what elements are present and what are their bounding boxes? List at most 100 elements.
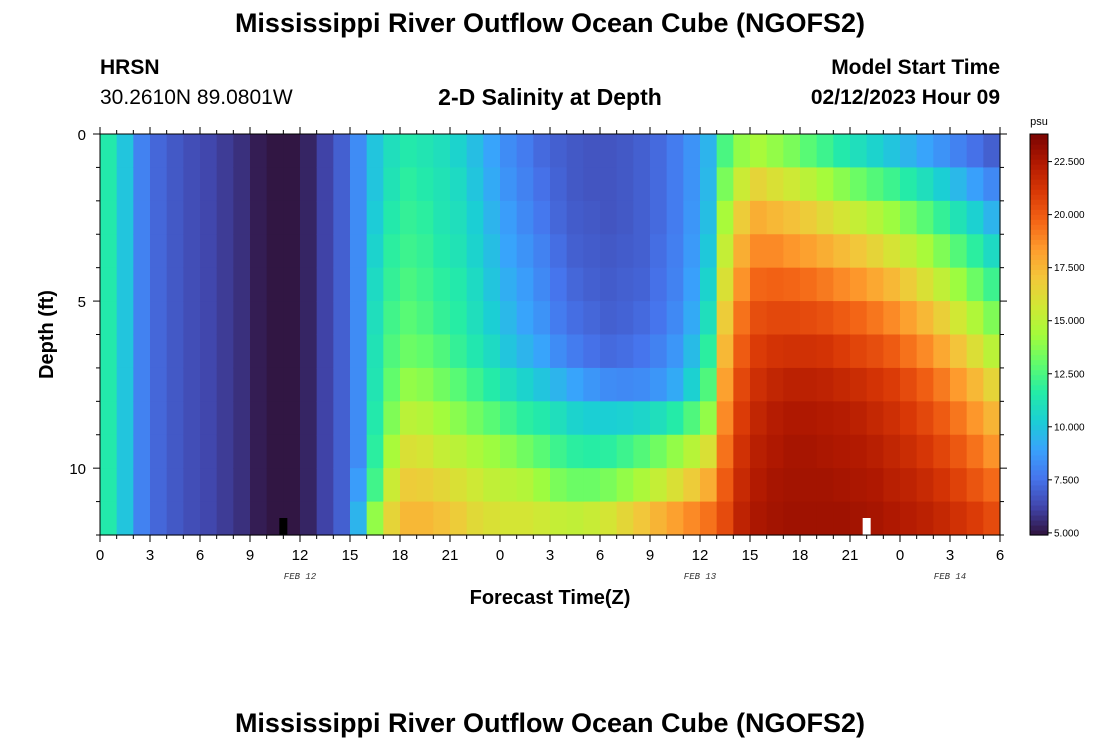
heatmap-cell [450,234,468,269]
heatmap-cell [233,434,251,469]
heatmap-cell [550,167,568,202]
heatmap-cell [600,200,618,235]
heatmap-cell [166,468,184,503]
heatmap-cell [466,501,484,536]
heatmap-cell [750,468,768,503]
colorbar-segment [1030,439,1048,446]
heatmap-cell [383,334,401,369]
heatmap-cell [566,301,584,336]
colorbar-segment [1030,254,1048,260]
heatmap-cell [700,134,718,169]
heatmap-cell [200,367,218,402]
x-tick-label: 0 [496,547,504,564]
heatmap-cell [116,501,134,536]
heatmap-cell [233,468,251,503]
heatmap-cell [633,234,651,269]
heatmap-cell [866,334,884,369]
heatmap-cell [483,234,501,269]
x-tick-label: 12 [292,547,309,564]
heatmap-cell [400,501,418,536]
heatmap-cell [650,334,668,369]
heatmap-cell [233,367,251,402]
heatmap-cell [650,267,668,302]
heatmap-cell [516,501,534,536]
heatmap-cell [600,267,618,302]
heatmap-cell [750,134,768,169]
heatmap-cell [233,200,251,235]
heatmap-cell [366,134,384,169]
heatmap-cell [416,501,434,536]
heatmap-cell [300,434,318,469]
heatmap-cell [466,301,484,336]
colorbar-segment [1030,489,1048,496]
heatmap-cell [700,501,718,536]
colorbar-segment [1030,379,1048,386]
heatmap-cell [916,434,934,469]
heatmap-cell [133,501,151,536]
colorbar-segment [1030,389,1048,396]
heatmap-cell [416,401,434,436]
heatmap-cell [616,167,634,202]
heatmap-cell [616,434,634,469]
heatmap-cell [950,501,968,536]
heatmap-cell [400,134,418,169]
heatmap-cell [300,234,318,269]
colorbar-segment [1030,199,1048,205]
heatmap-cell [183,401,201,436]
heatmap-cell [466,134,484,169]
heatmap-cell [400,267,418,302]
heatmap-cell [666,367,684,402]
colorbar-segment [1030,399,1048,406]
heatmap-cell [833,468,851,503]
heatmap-cell [283,401,301,436]
heatmap-cell [666,301,684,336]
heatmap-cell [533,334,551,369]
heatmap-cell [550,401,568,436]
colorbar-segment [1030,269,1048,275]
heatmap-cell [483,501,501,536]
colorbar-segment [1030,259,1048,265]
heatmap-cell [583,167,601,202]
heatmap-cell [716,501,734,536]
heatmap-cell [833,134,851,169]
heatmap-cell [433,434,451,469]
colorbar-segment [1030,144,1048,150]
heatmap-cell [883,334,901,369]
colorbar-segment [1030,449,1048,456]
heatmap-cell [150,234,168,269]
heatmap-cell [516,401,534,436]
colorbar-segment [1030,249,1048,255]
colorbar-segment [1030,394,1048,401]
heatmap-cell [900,200,918,235]
heatmap-cell [566,134,584,169]
heatmap-cell [683,501,701,536]
heatmap-cell [700,200,718,235]
heatmap-cell [333,434,351,469]
colorbar-segment [1030,169,1048,175]
x-tick-label: 0 [96,547,104,564]
heatmap-cell [616,200,634,235]
heatmap-cell [683,468,701,503]
heatmap-cell [183,267,201,302]
heatmap-cell [866,401,884,436]
heatmap-cell [916,301,934,336]
heatmap-cell [316,367,334,402]
heatmap-cell [216,301,234,336]
heatmap-cell [883,267,901,302]
heatmap-cell [483,267,501,302]
x-tick-label: 3 [146,547,154,564]
heatmap-cell [466,234,484,269]
heatmap-cell [633,434,651,469]
heatmap-cell [883,167,901,202]
heatmap-cell [450,367,468,402]
heatmap-cell [900,134,918,169]
heatmap-cell [566,501,584,536]
heatmap-cell [833,401,851,436]
heatmap-cell [483,200,501,235]
heatmap-cell [616,401,634,436]
heatmap-cell [266,334,284,369]
heatmap-cell [733,367,751,402]
chart-title: Mississippi River Outflow Ocean Cube (NG… [234,8,866,38]
colorbar-segment [1030,409,1048,416]
